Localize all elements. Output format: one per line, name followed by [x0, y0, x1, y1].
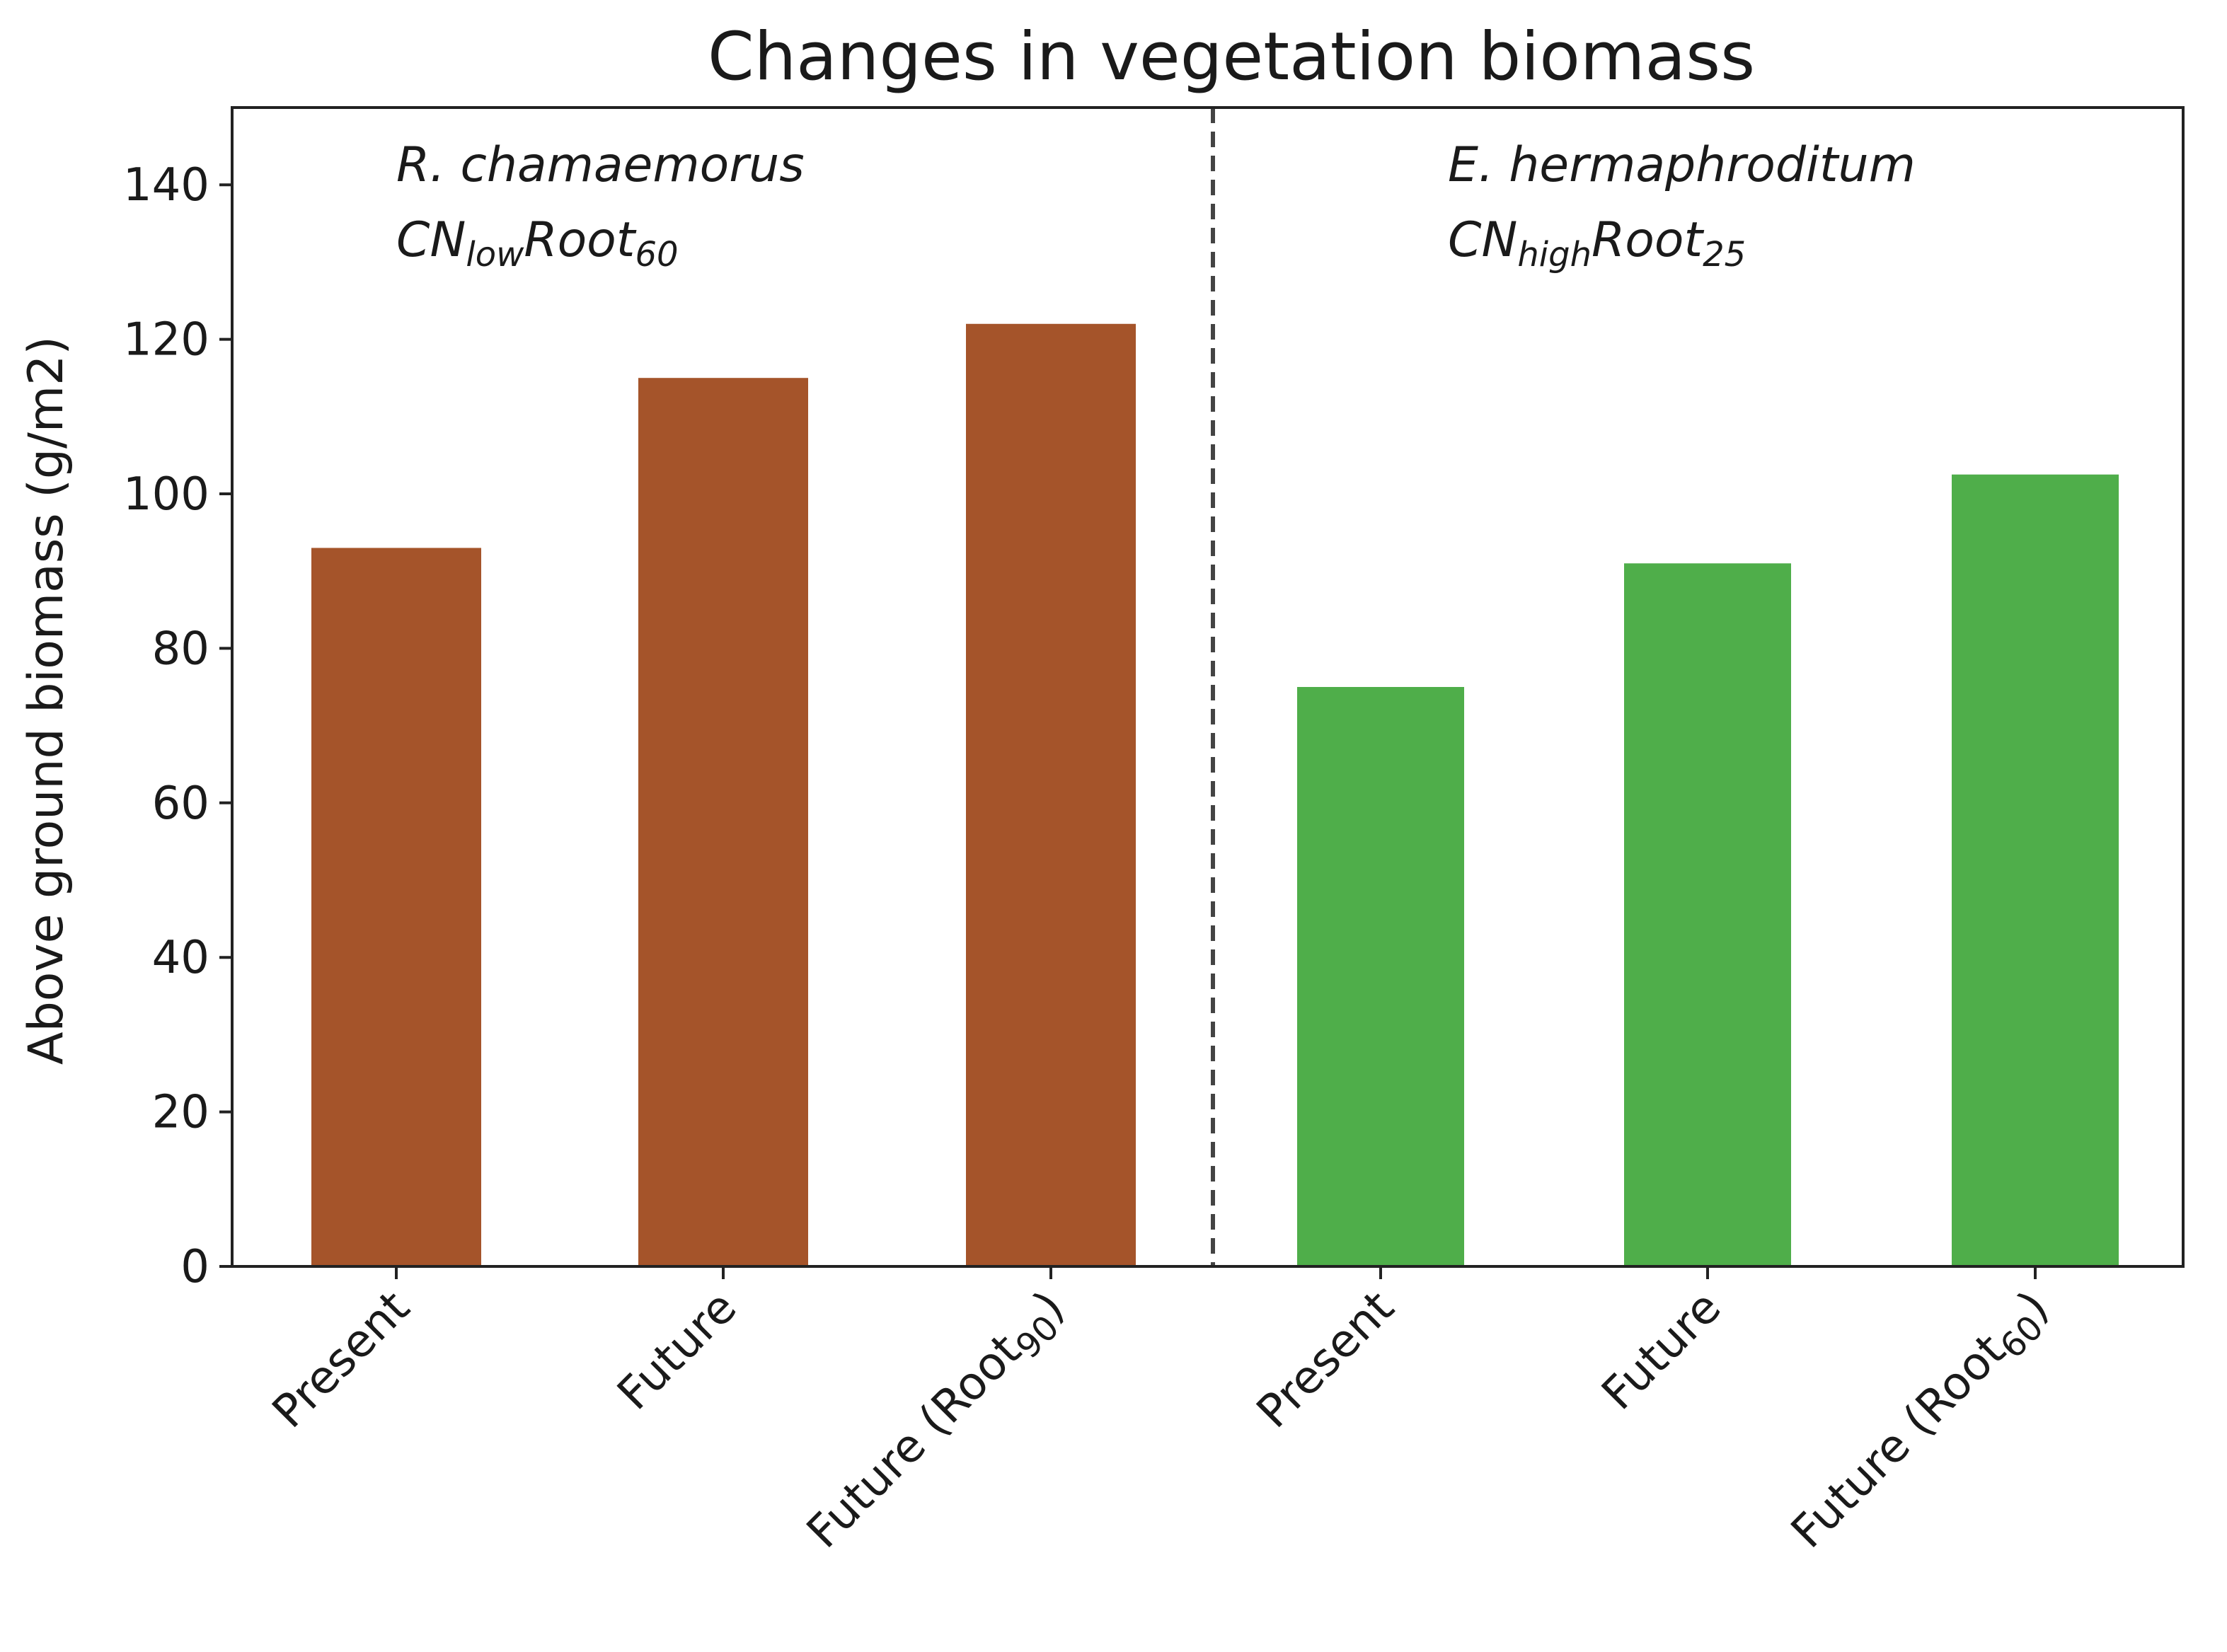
x-tick-label: Future — [608, 1281, 747, 1420]
y-tick-label: 60 — [152, 778, 209, 830]
y-axis-label: Above ground biomass (g/m2) — [18, 336, 74, 1065]
y-tick-label: 100 — [123, 468, 209, 521]
y-tick-label: 0 — [180, 1241, 209, 1293]
x-tick-label: Present — [263, 1281, 420, 1438]
bar-r-chamaemorus-1 — [311, 548, 481, 1266]
y-tick-label: 140 — [123, 159, 209, 212]
y-tick-label: 20 — [152, 1087, 209, 1139]
bar-e-hermaphroditum-3 — [1952, 474, 2119, 1267]
species-annotation: R. chamaemorus — [396, 137, 805, 193]
y-tick-label: 80 — [152, 623, 209, 675]
bar-e-hermaphroditum-2 — [1624, 563, 1791, 1266]
y-tick-label: 120 — [123, 314, 209, 366]
x-tick-label: Future (Root90) — [797, 1281, 1079, 1564]
bar-r-chamaemorus-2 — [638, 378, 808, 1267]
bar-r-chamaemorus-3 — [966, 323, 1136, 1266]
x-tick-label: Present — [1247, 1281, 1404, 1438]
x-tick-label: Future — [1592, 1281, 1731, 1420]
x-tick-label: Future (Root60) — [1781, 1281, 2064, 1564]
plot-area: Present Future Future (Root90) R. chamaemor… — [123, 106, 2185, 1564]
bar-e-hermaphroditum-1 — [1297, 687, 1464, 1266]
axes-frame — [231, 106, 2185, 1268]
chart-title: Changes in vegetation biomass — [708, 18, 1755, 96]
config-annotation: CNlowRoot60 — [396, 212, 679, 275]
species-annotation: E. hermaphroditum — [1448, 137, 1916, 193]
config-annotation: CNhighRoot25 — [1448, 212, 1746, 275]
y-tick-label: 40 — [152, 932, 209, 984]
